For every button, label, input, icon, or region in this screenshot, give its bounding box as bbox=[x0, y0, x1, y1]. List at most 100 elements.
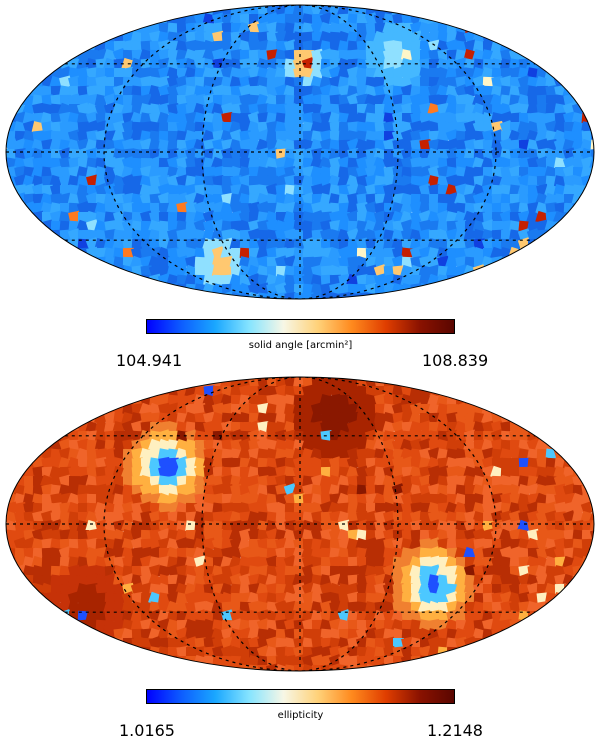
map-pixel bbox=[563, 637, 576, 650]
map-pixel bbox=[121, 664, 135, 671]
map-pixel bbox=[581, 229, 594, 242]
map-pixel bbox=[590, 555, 594, 569]
map-pixel bbox=[193, 291, 208, 299]
map-pixel bbox=[212, 421, 225, 434]
map-pixel bbox=[571, 292, 585, 299]
map-pixel bbox=[482, 22, 495, 35]
map-pixel bbox=[275, 13, 288, 26]
map-pixel bbox=[437, 291, 451, 299]
map-pixel bbox=[85, 654, 100, 669]
map-pixel bbox=[265, 193, 279, 207]
map-pixel bbox=[518, 377, 532, 389]
map-pixel bbox=[86, 637, 99, 650]
map-pixel bbox=[518, 646, 531, 659]
map-pixel bbox=[86, 646, 99, 659]
map-pixel bbox=[32, 238, 45, 251]
map-pixel bbox=[490, 21, 504, 36]
map-pixel bbox=[23, 247, 36, 260]
map-pixel bbox=[40, 609, 54, 624]
map-pixel bbox=[58, 39, 73, 54]
map-pixel bbox=[545, 57, 559, 71]
map-pixel bbox=[23, 591, 37, 605]
map-pixel bbox=[518, 13, 531, 26]
map-pixel bbox=[49, 403, 63, 417]
map-pixel bbox=[293, 94, 306, 107]
map-pixel bbox=[49, 255, 63, 270]
map-pixel bbox=[401, 292, 414, 299]
map-pixel bbox=[185, 664, 198, 671]
map-pixel bbox=[553, 292, 567, 299]
map-pixel bbox=[103, 645, 117, 660]
map-pixel bbox=[554, 439, 567, 452]
map-pixel bbox=[293, 430, 306, 443]
map-pixel bbox=[67, 21, 81, 36]
map-pixel bbox=[563, 447, 577, 461]
map-pixel bbox=[166, 291, 180, 299]
map-pixel bbox=[536, 610, 549, 623]
map-pixel bbox=[58, 394, 72, 408]
map-pixel bbox=[94, 13, 108, 27]
map-pixel bbox=[140, 13, 153, 26]
map-pixel bbox=[572, 447, 585, 461]
map-pixel bbox=[40, 384, 55, 399]
map-pixel bbox=[77, 628, 90, 641]
solid-angle-min-value: 104.941 bbox=[116, 351, 183, 370]
map-pixel bbox=[248, 385, 261, 398]
map-pixel bbox=[571, 282, 585, 297]
map-pixel bbox=[580, 183, 594, 197]
map-pixel bbox=[553, 12, 567, 27]
map-pixel bbox=[571, 30, 586, 45]
map-pixel bbox=[32, 274, 45, 287]
map-pixel bbox=[545, 429, 559, 443]
map-pixel bbox=[6, 255, 19, 269]
map-pixel bbox=[158, 5, 171, 17]
map-pixel bbox=[554, 5, 567, 17]
map-pixel bbox=[563, 601, 576, 614]
map-pixel bbox=[581, 5, 594, 17]
map-pixel bbox=[437, 238, 450, 251]
map-pixel bbox=[374, 121, 387, 134]
map-pixel bbox=[536, 412, 549, 425]
map-pixel bbox=[104, 112, 117, 125]
map-pixel bbox=[572, 58, 585, 71]
map-pixel bbox=[22, 412, 36, 426]
map-pixel bbox=[464, 12, 478, 26]
map-pixel bbox=[85, 274, 99, 288]
map-pixel bbox=[194, 31, 207, 44]
map-pixel bbox=[536, 420, 550, 434]
map-pixel bbox=[6, 292, 18, 299]
map-pixel bbox=[23, 228, 37, 242]
map-pixel bbox=[572, 202, 585, 215]
map-pixel bbox=[86, 13, 99, 26]
map-pixel bbox=[77, 664, 90, 671]
map-pixel bbox=[509, 112, 522, 125]
map-pixel bbox=[212, 430, 225, 443]
map-pixel bbox=[59, 247, 72, 260]
map-pixel bbox=[410, 448, 423, 461]
map-pixel bbox=[436, 654, 451, 669]
map-pixel bbox=[590, 22, 594, 35]
map-pixel bbox=[500, 22, 513, 35]
map-pixel bbox=[320, 94, 333, 107]
map-pixel bbox=[419, 49, 432, 62]
map-pixel bbox=[6, 5, 18, 17]
map-pixel bbox=[474, 23, 485, 34]
map-pixel bbox=[545, 646, 558, 659]
map-pixel bbox=[536, 85, 549, 98]
map-pixel bbox=[131, 211, 144, 224]
map-pixel bbox=[14, 282, 28, 296]
map-pixel bbox=[167, 211, 180, 224]
map-pixel bbox=[194, 256, 207, 269]
map-pixel bbox=[284, 49, 297, 62]
map-pixel bbox=[554, 229, 567, 242]
map-pixel bbox=[554, 237, 568, 251]
map-pixel bbox=[338, 121, 351, 134]
map-pixel bbox=[167, 430, 180, 443]
map-pixel bbox=[463, 385, 477, 399]
map-pixel bbox=[581, 265, 594, 278]
map-pixel bbox=[374, 403, 387, 416]
map-pixel bbox=[23, 394, 36, 407]
map-pixel bbox=[509, 211, 522, 224]
map-pixel bbox=[580, 627, 594, 642]
map-pixel bbox=[581, 574, 594, 587]
